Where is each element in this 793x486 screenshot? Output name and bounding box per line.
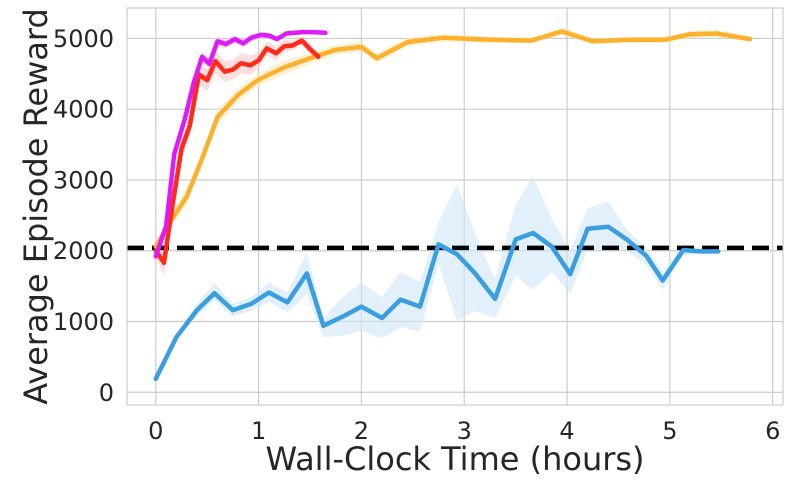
y-axis-label: Average Episode Reward (17, 8, 55, 405)
x-axis-label: Wall-Clock Time (hours) (265, 440, 644, 478)
x-tick-label-2: 2 (354, 417, 369, 445)
x-tick-label-3: 3 (457, 417, 472, 445)
confidence-bands (155, 27, 751, 379)
y-tick-label-5: 5000 (53, 25, 114, 53)
y-tick-label-1: 1000 (53, 308, 114, 336)
tick-labels: 0 1 2 3 4 5 6 0 1000 2000 3000 4000 5000 (53, 25, 780, 445)
plot-frame (126, 7, 784, 406)
y-tick-label-3: 3000 (53, 166, 114, 194)
y-tick-label-0: 0 (99, 379, 114, 407)
series-1-line (153, 29, 753, 249)
x-tick-label-0: 0 (148, 417, 163, 445)
y-tick-label-4: 4000 (53, 96, 114, 124)
x-tick-label-4: 4 (559, 417, 574, 445)
x-tick-label-5: 5 (662, 417, 677, 445)
series-lines (153, 29, 753, 382)
x-tick-label-1: 1 (251, 417, 266, 445)
series-3-line (153, 29, 328, 259)
series-2-line (153, 38, 321, 266)
y-tick-label-2: 2000 (53, 237, 114, 265)
series-0-line (153, 224, 721, 382)
series-0-band (155, 176, 719, 379)
x-tick-label-6: 6 (765, 417, 780, 445)
